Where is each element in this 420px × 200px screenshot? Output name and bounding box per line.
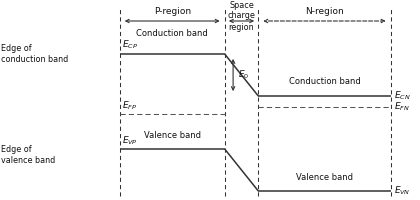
Text: Valence band: Valence band: [296, 173, 353, 182]
Text: Edge of
conduction band: Edge of conduction band: [1, 44, 68, 64]
Text: $E_{CP}$: $E_{CP}$: [122, 39, 138, 51]
Text: Edge of
valence band: Edge of valence band: [1, 145, 55, 165]
Text: Conduction band: Conduction band: [289, 76, 360, 86]
Text: Conduction band: Conduction band: [136, 28, 208, 38]
Text: region: region: [228, 22, 255, 31]
Text: $E_{FP}$: $E_{FP}$: [122, 99, 137, 112]
Text: $E_{VP}$: $E_{VP}$: [122, 134, 138, 147]
Text: P-region: P-region: [154, 6, 191, 16]
Text: charge: charge: [228, 11, 255, 21]
Text: $E_0$: $E_0$: [238, 69, 249, 81]
Text: Space: Space: [229, 0, 254, 9]
Text: $E_{CN}$: $E_{CN}$: [394, 90, 411, 102]
Text: Valence band: Valence band: [144, 130, 201, 140]
Text: $E_{FN}$: $E_{FN}$: [394, 101, 410, 113]
Text: $E_{VN}$: $E_{VN}$: [394, 185, 410, 197]
Text: N-region: N-region: [305, 6, 344, 16]
